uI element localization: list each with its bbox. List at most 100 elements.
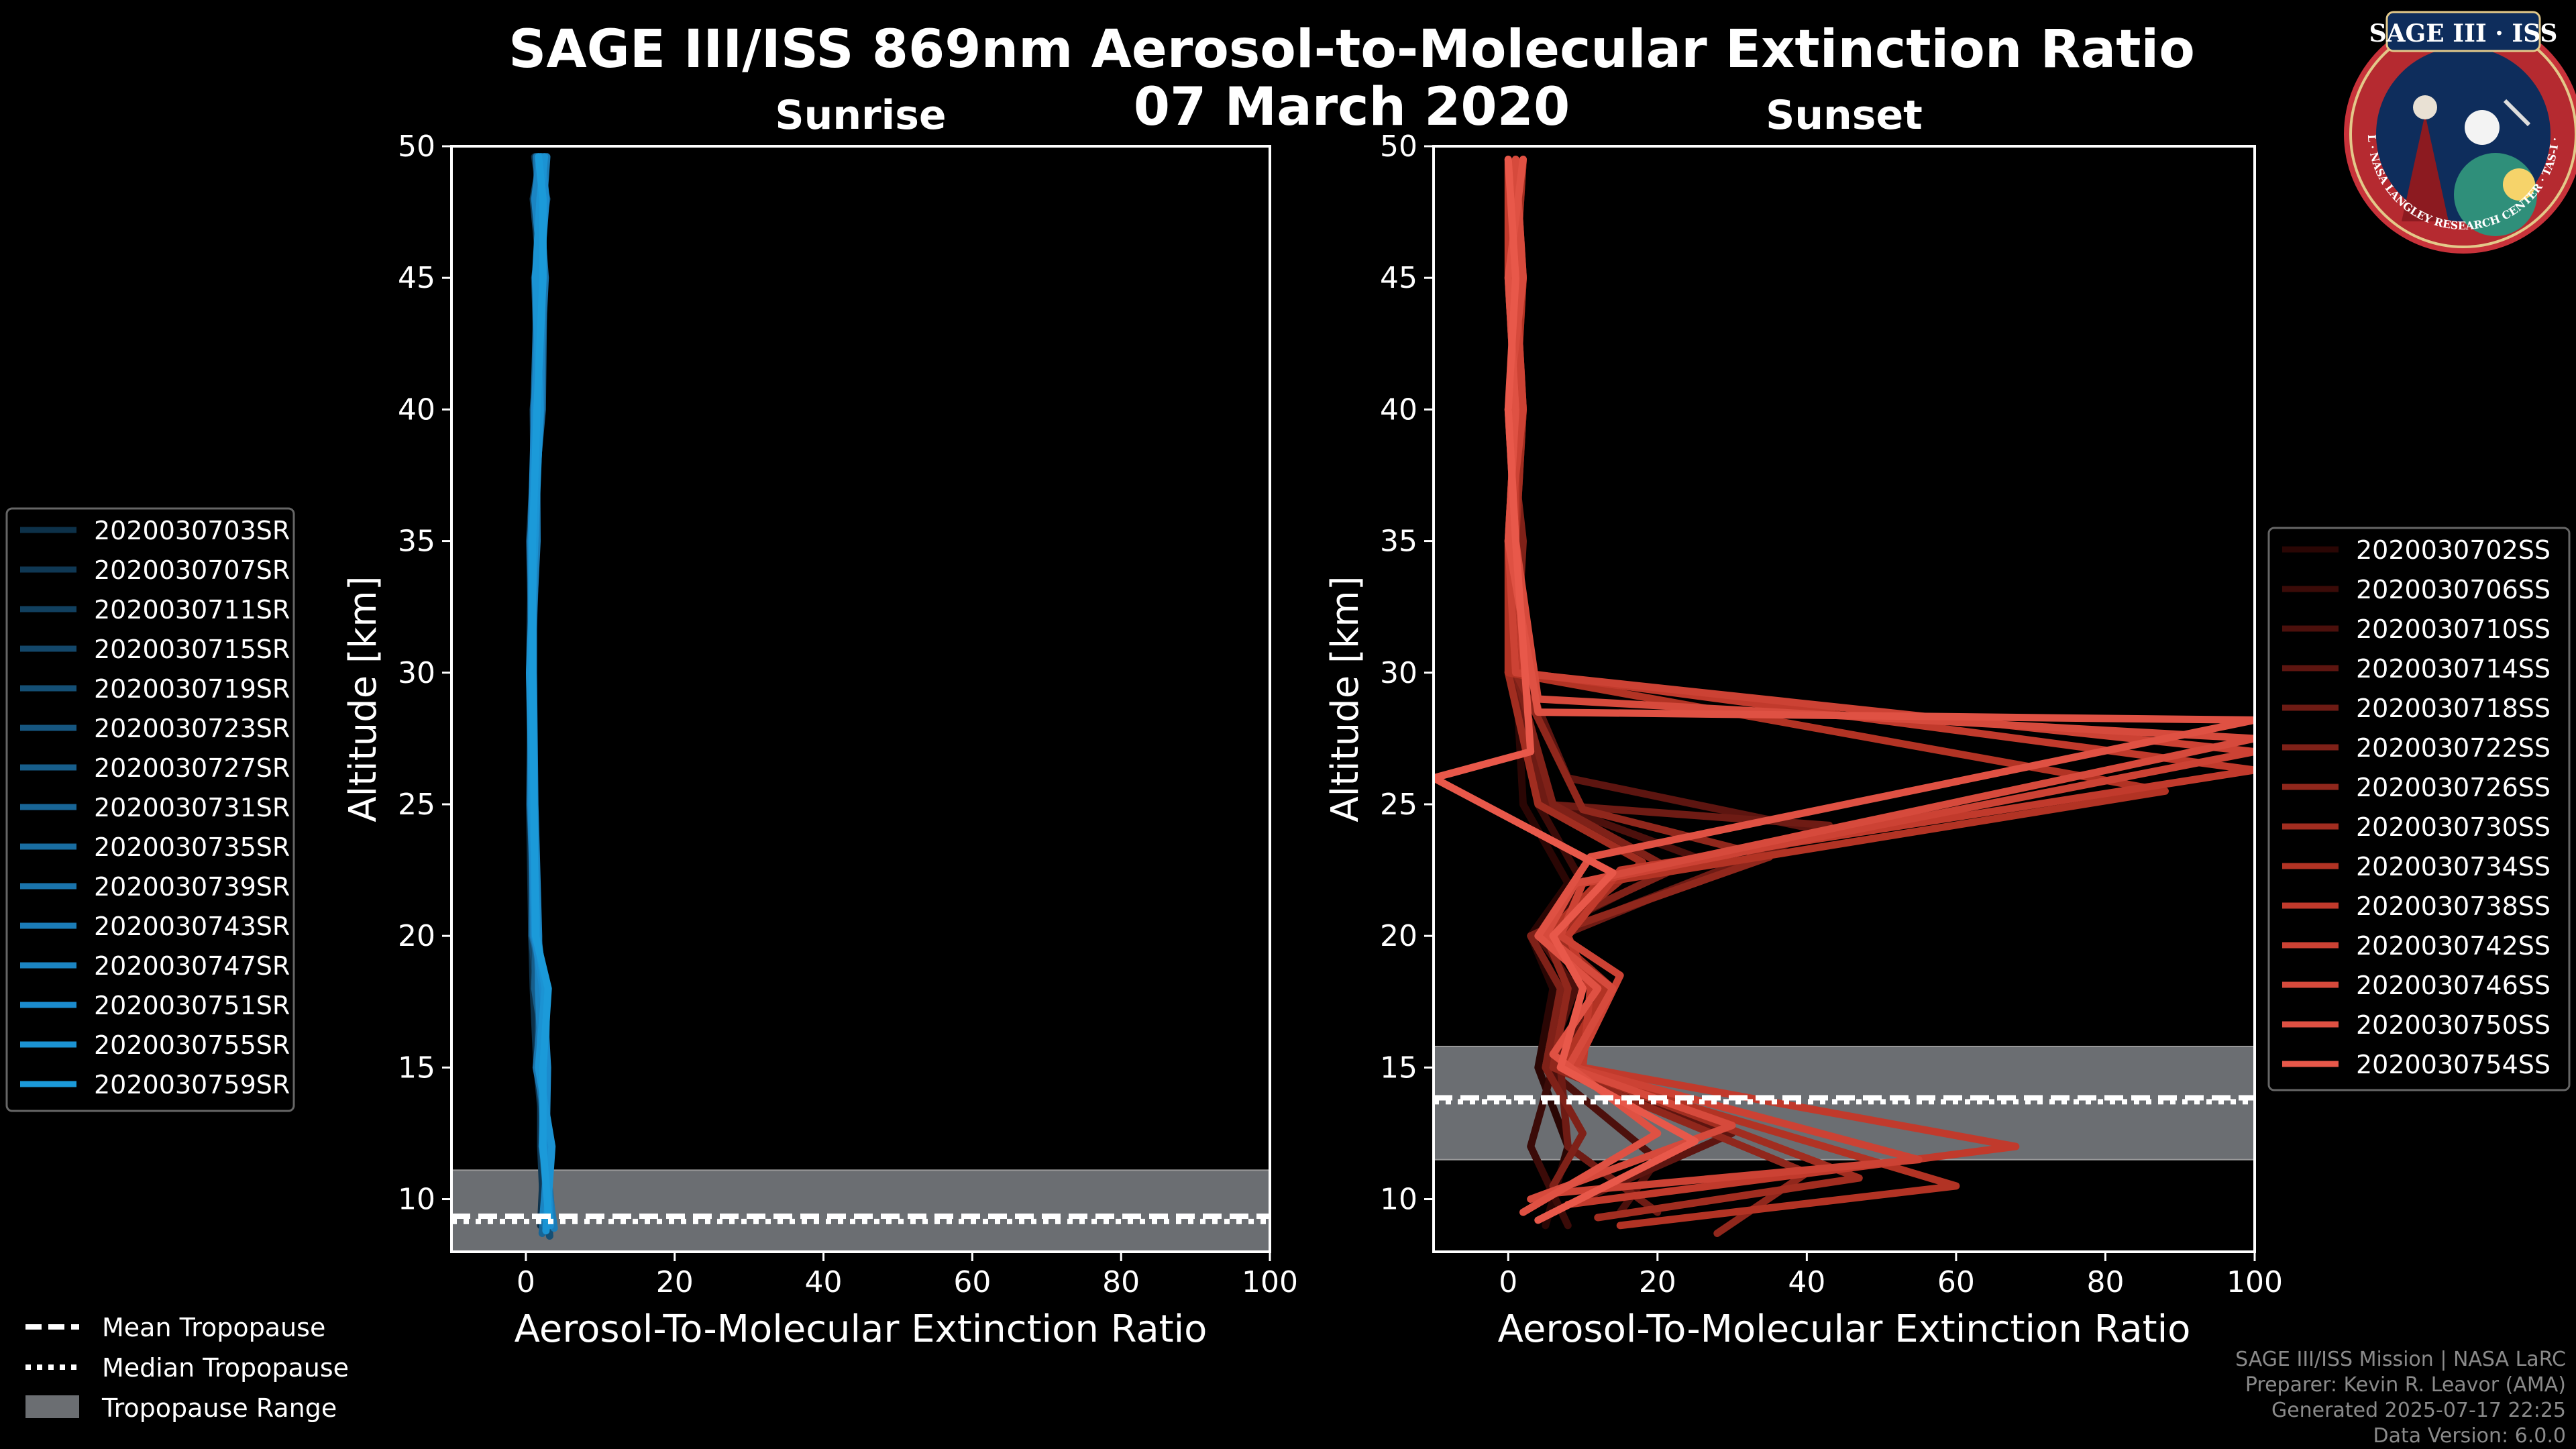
legend-label-2020030706SS: 2020030706SS: [2356, 575, 2551, 604]
sunrise-legend: 2020030703SR 2020030707SR 2020030711SR 2020…: [5, 507, 295, 1112]
sunrise-y-tick-label: 20: [398, 919, 435, 953]
legend-label-2020030739SR: 2020030739SR: [94, 872, 290, 902]
sunrise-x-tick-label: 20: [656, 1265, 694, 1299]
sunrise-x-tick-label: 100: [1242, 1265, 1298, 1299]
legend-label-2020030702SS: 2020030702SS: [2356, 535, 2551, 565]
median-tropopause-label: Median Tropopause: [102, 1353, 349, 1383]
sunrise-tropopause-range-band: [451, 1169, 1270, 1252]
sunset-y-tick-label: 15: [1380, 1051, 1417, 1085]
sunset-x-tick-label: 40: [1788, 1265, 1825, 1299]
legend-label-2020030718SS: 2020030718SS: [2356, 694, 2551, 723]
sunrise-legend-frame: [5, 507, 295, 1112]
sunset-y-tick-label: 30: [1380, 656, 1417, 690]
legend-label-2020030722SS: 2020030722SS: [2356, 733, 2551, 763]
legend-label-2020030711SR: 2020030711SR: [94, 595, 290, 625]
legend-label-2020030751SR: 2020030751SR: [94, 991, 290, 1020]
mean-tropopause-label: Mean Tropopause: [102, 1313, 325, 1342]
sunset-axes-frame: [1432, 145, 2256, 1253]
sunrise-y-tick-label: 30: [398, 656, 435, 690]
series-line-2020030759SR: [529, 153, 553, 1224]
legend-label-2020030742SS: 2020030742SS: [2356, 931, 2551, 961]
sunset-x-tick-label: 60: [1937, 1265, 1975, 1299]
sunset-x-tick-label: 80: [2086, 1265, 2124, 1299]
sunset-panel: Sunset Aerosol-To-Molecular Extinction R…: [1324, 92, 2283, 1351]
figure-date: 07 March 2020: [1134, 77, 1570, 138]
tropopause-range-label: Tropopause Range: [101, 1393, 337, 1423]
sun-icon: [2503, 168, 2535, 201]
legend-label-2020030746SS: 2020030746SS: [2356, 971, 2551, 1000]
legend-label-2020030731SR: 2020030731SR: [94, 793, 290, 822]
series-line-2020030742SS: [1504, 156, 2255, 1198]
series-line-2020030754SS: [1434, 156, 1699, 1224]
sunset-y-tick-label: 10: [1380, 1183, 1417, 1217]
sunset-legend-frame: [2267, 527, 2571, 1091]
sunrise-y-tick-label: 10: [398, 1183, 435, 1217]
sunrise-x-tick-label: 40: [805, 1265, 843, 1299]
tropopause-range-swatch: [25, 1395, 79, 1418]
series-line-2020030750SS: [1504, 156, 2255, 1216]
legend-label-2020030707SR: 2020030707SR: [94, 555, 290, 585]
sunrise-x-axis-label: Aerosol-To-Molecular Extinction Ratio: [515, 1307, 1208, 1351]
sunrise-y-axis-label: Altitude [km]: [341, 576, 385, 822]
sunrise-y-tick-label: 35: [398, 525, 435, 559]
sunrise-y-tick-label: 15: [398, 1051, 435, 1085]
footer: SAGE III/ISS Mission | NASA LaRC Prepare…: [2235, 1348, 2566, 1448]
sunset-plot-content: [1434, 156, 2255, 1237]
sunset-x-tick-label: 0: [1499, 1265, 1517, 1299]
sunrise-panel: Sunrise Aerosol-To-Molecular Extinction …: [341, 92, 1298, 1351]
legend-label-2020030735SR: 2020030735SR: [94, 833, 290, 862]
sage-figure-icon: [2402, 114, 2449, 221]
sunset-x-tick-label: 100: [2226, 1265, 2283, 1299]
sunset-legend: 2020030702SS 2020030706SS 2020030710SS 2020…: [2267, 527, 2571, 1091]
sage-head-icon: [2413, 95, 2437, 119]
sunrise-plot-area: [451, 146, 1270, 1252]
sunrise-y-tick-label: 25: [398, 788, 435, 822]
sunset-y-tick-label: 45: [1380, 261, 1417, 295]
legend-label-2020030723SR: 2020030723SR: [94, 714, 290, 743]
sunrise-axes-frame: [450, 145, 1271, 1253]
legend-label-2020030727SR: 2020030727SR: [94, 753, 290, 783]
footer-line-mission: SAGE III/ISS Mission | NASA LaRC: [2235, 1348, 2566, 1371]
iss-station-icon: [2503, 99, 2531, 127]
legend-label-2020030754SS: 2020030754SS: [2356, 1050, 2551, 1079]
sunset-y-tick-label: 50: [1380, 129, 1417, 164]
legend-label-2020030726SS: 2020030726SS: [2356, 773, 2551, 802]
sunrise-x-tick-label: 60: [953, 1265, 991, 1299]
logo-banner: [2385, 11, 2541, 52]
sunrise-panel-title: Sunrise: [775, 92, 946, 139]
legend-label-2020030730SS: 2020030730SS: [2356, 812, 2551, 842]
sunset-y-tick-label: 35: [1380, 525, 1417, 559]
figure-title: SAGE III/ISS 869nm Aerosol-to-Molecular …: [508, 19, 2195, 80]
sunset-x-axis-label: Aerosol-To-Molecular Extinction Ratio: [1498, 1307, 2191, 1351]
legend-label-2020030719SR: 2020030719SR: [94, 674, 290, 704]
logo-title: SAGE III · ISS: [2369, 19, 2558, 48]
footer-line-generated: Generated 2025-07-17 22:25: [2271, 1399, 2566, 1422]
sunrise-x-tick-label: 0: [517, 1265, 535, 1299]
moon-icon: [2465, 110, 2500, 145]
legend-label-2020030703SR: 2020030703SR: [94, 516, 290, 545]
legend-label-2020030710SS: 2020030710SS: [2356, 614, 2551, 644]
legend-label-2020030734SS: 2020030734SS: [2356, 852, 2551, 881]
sunrise-x-tick-label: 80: [1102, 1265, 1140, 1299]
legend-label-2020030755SR: 2020030755SR: [94, 1030, 290, 1060]
sunset-x-tick-label: 20: [1639, 1265, 1676, 1299]
sunrise-y-tick-label: 50: [398, 129, 435, 164]
sunset-y-axis-label: Altitude [km]: [1324, 576, 1367, 822]
legend-label-2020030747SR: 2020030747SR: [94, 951, 290, 981]
footer-line-version: Data Version: 6.0.0: [2373, 1424, 2566, 1448]
legend-label-2020030750SS: 2020030750SS: [2356, 1010, 2551, 1040]
legend-label-2020030759SR: 2020030759SR: [94, 1070, 290, 1099]
sunset-y-tick-label: 20: [1380, 919, 1417, 953]
sunrise-y-tick-label: 40: [398, 392, 435, 427]
tropopause-legend: Mean Tropopause Median Tropopause Tropop…: [25, 1313, 349, 1423]
sunset-panel-title: Sunset: [1766, 92, 1923, 139]
legend-label-2020030715SR: 2020030715SR: [94, 635, 290, 664]
footer-line-preparer: Preparer: Kevin R. Leavor (AMA): [2245, 1373, 2566, 1397]
legend-label-2020030738SS: 2020030738SS: [2356, 892, 2551, 921]
legend-label-2020030714SS: 2020030714SS: [2356, 654, 2551, 684]
legend-label-2020030743SR: 2020030743SR: [94, 912, 290, 941]
sunrise-y-tick-label: 45: [398, 261, 435, 295]
sunset-y-tick-label: 25: [1380, 788, 1417, 822]
sunrise-plot-content: [451, 153, 1270, 1252]
